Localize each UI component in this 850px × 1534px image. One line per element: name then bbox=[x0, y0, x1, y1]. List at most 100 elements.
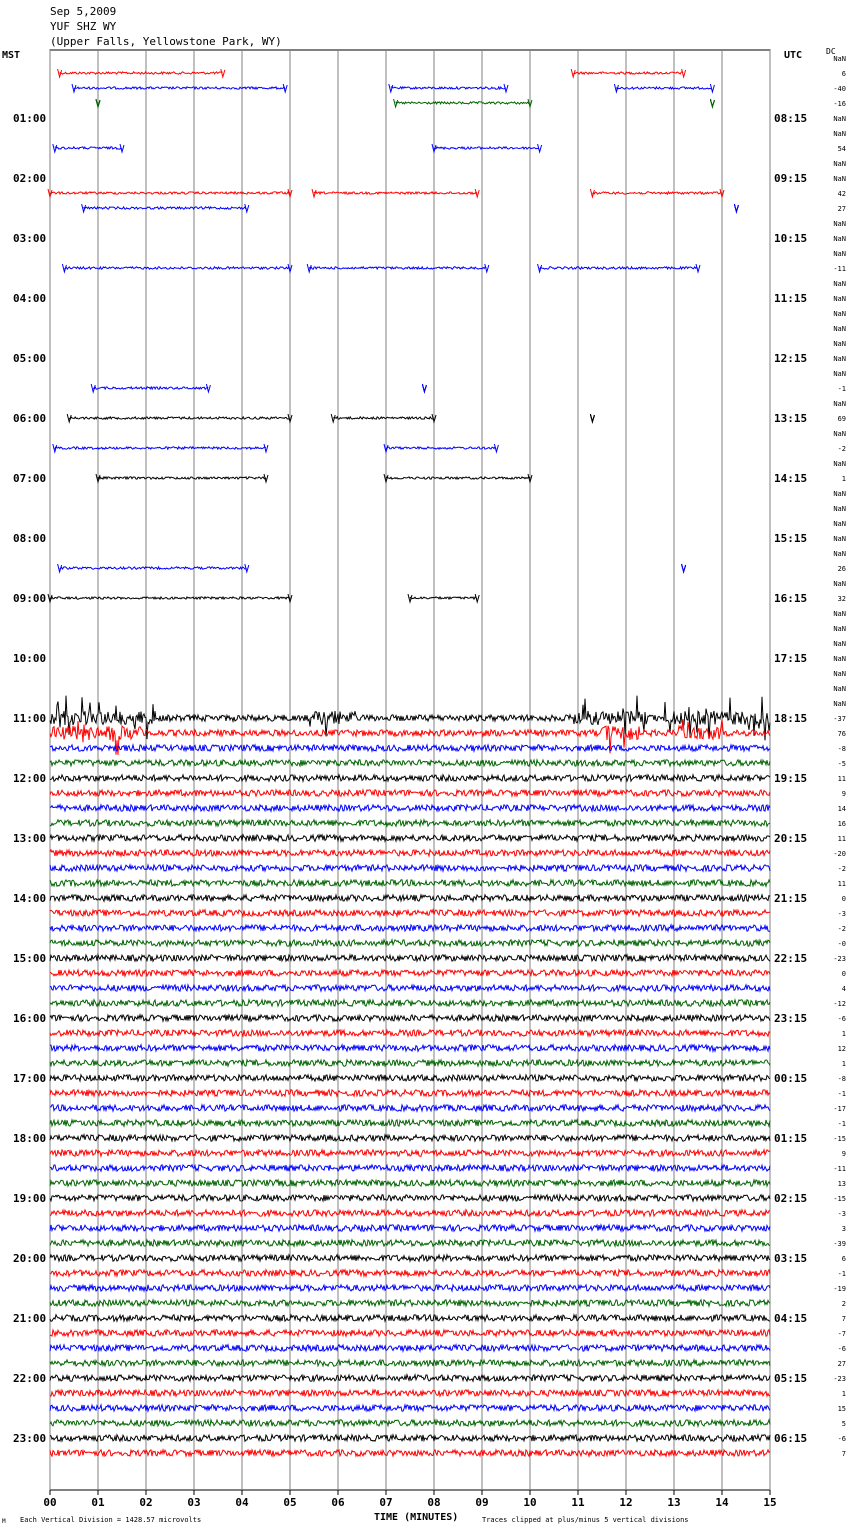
trace-row bbox=[49, 983, 771, 994]
dc-value: 15 bbox=[838, 1405, 846, 1413]
dc-value: NaN bbox=[833, 610, 846, 618]
utc-hour-label: 06:15 bbox=[774, 1432, 807, 1445]
trace-segment bbox=[333, 415, 434, 421]
dc-value: NaN bbox=[833, 235, 846, 243]
trace-spike bbox=[681, 68, 687, 79]
dc-value: NaN bbox=[833, 115, 846, 123]
dc-value: NaN bbox=[833, 370, 846, 378]
trace-row bbox=[49, 802, 771, 814]
dc-value: 5 bbox=[842, 1420, 846, 1428]
dc-value: NaN bbox=[833, 295, 846, 303]
trace-spike bbox=[311, 188, 317, 199]
mst-hour-label: 14:00 bbox=[13, 892, 46, 905]
trace-segment bbox=[573, 70, 684, 76]
dc-value: -8 bbox=[838, 1075, 846, 1083]
trace-spike bbox=[57, 563, 63, 574]
dc-value: -23 bbox=[833, 1375, 846, 1383]
mst-hour-label: 04:00 bbox=[13, 292, 46, 305]
trace-segment bbox=[59, 565, 247, 571]
mst-hour-label: 08:00 bbox=[13, 532, 46, 545]
chart-location: (Upper Falls, Yellowstone Park, WY) bbox=[50, 35, 282, 48]
trace-spike bbox=[90, 383, 96, 394]
dc-value: 2 bbox=[842, 1300, 846, 1308]
trace-row bbox=[49, 1193, 771, 1203]
scale-note: Each Vertical Division = 1428.57 microvo… bbox=[20, 1516, 202, 1524]
trace-spike bbox=[47, 188, 53, 199]
trace-row bbox=[49, 1387, 771, 1398]
trace-spike bbox=[287, 263, 293, 274]
trace-spike bbox=[57, 68, 63, 79]
trace-spike bbox=[431, 413, 437, 424]
mst-hour-label: 16:00 bbox=[13, 1012, 46, 1025]
dc-label: DC bbox=[826, 47, 836, 56]
utc-hour-label: 18:15 bbox=[774, 712, 807, 725]
x-tick-label: 13 bbox=[667, 1496, 680, 1509]
dc-value: -2 bbox=[838, 865, 846, 873]
dc-value: NaN bbox=[833, 175, 846, 183]
x-tick-label: 07 bbox=[379, 1496, 392, 1509]
trace-segment bbox=[83, 205, 247, 211]
trace-row bbox=[49, 1208, 771, 1219]
dc-value: NaN bbox=[833, 160, 846, 168]
trace-spike bbox=[61, 263, 67, 274]
mst-hour-label: 05:00 bbox=[13, 352, 46, 365]
x-tick-label: 10 bbox=[523, 1496, 536, 1509]
trace-row bbox=[49, 1073, 771, 1083]
mst-label: MST bbox=[2, 50, 21, 61]
dc-value: 4 bbox=[842, 985, 846, 993]
utc-hour-label: 05:15 bbox=[774, 1372, 807, 1385]
dc-value: 16 bbox=[838, 820, 846, 828]
trace-row bbox=[49, 773, 771, 784]
trace-spike bbox=[244, 203, 250, 214]
trace-segment bbox=[433, 145, 540, 151]
mst-hour-label: 23:00 bbox=[13, 1432, 46, 1445]
trace-row bbox=[49, 1418, 771, 1429]
trace-row bbox=[49, 848, 771, 858]
dc-value: 9 bbox=[842, 790, 846, 798]
mst-hour-label: 20:00 bbox=[13, 1252, 46, 1265]
chart-date: Sep 5,2009 bbox=[50, 5, 117, 18]
trace-spike bbox=[95, 98, 101, 109]
trace-segment bbox=[92, 385, 209, 391]
trace-row bbox=[49, 1088, 771, 1099]
trace-spike bbox=[719, 188, 725, 199]
dc-value: -0 bbox=[838, 940, 846, 948]
trace-spike bbox=[493, 443, 499, 454]
dc-value: -2 bbox=[838, 925, 846, 933]
trace-row bbox=[49, 1268, 771, 1279]
utc-hour-label: 09:15 bbox=[774, 172, 807, 185]
trace-row bbox=[49, 1447, 771, 1459]
trace-spike bbox=[205, 383, 211, 394]
trace-row bbox=[49, 863, 771, 874]
utc-hour-label: 20:15 bbox=[774, 832, 807, 845]
dc-value: NaN bbox=[833, 670, 846, 678]
trace-row bbox=[50, 1043, 771, 1054]
dc-value: 26 bbox=[838, 565, 846, 573]
x-tick-label: 09 bbox=[475, 1496, 488, 1509]
dc-value: -23 bbox=[833, 955, 846, 963]
trace-row bbox=[49, 1342, 771, 1354]
trace-segment bbox=[313, 190, 478, 196]
trace-segment bbox=[390, 85, 507, 91]
utc-hour-label: 21:15 bbox=[774, 892, 807, 905]
trace-row bbox=[49, 1028, 771, 1038]
utc-hour-label: 01:15 bbox=[774, 1132, 807, 1145]
dc-value: -6 bbox=[838, 1435, 846, 1443]
trace-row bbox=[49, 743, 771, 754]
trace-spike bbox=[431, 143, 437, 154]
trace-row bbox=[49, 1432, 771, 1443]
trace-spike bbox=[383, 473, 389, 484]
mst-hour-label: 22:00 bbox=[13, 1372, 46, 1385]
dc-value: -1 bbox=[838, 1270, 846, 1278]
dc-value: 6 bbox=[842, 70, 846, 78]
trace-spike bbox=[47, 593, 53, 604]
clip-note: Traces clipped at plus/minus 5 vertical … bbox=[482, 1516, 689, 1524]
trace-segment bbox=[385, 476, 531, 480]
x-tick-label: 02 bbox=[139, 1496, 152, 1509]
trace-row bbox=[49, 1222, 771, 1234]
mst-hour-label: 12:00 bbox=[13, 772, 46, 785]
dc-value: NaN bbox=[833, 505, 846, 513]
dc-value: NaN bbox=[833, 280, 846, 288]
dc-value: NaN bbox=[833, 250, 846, 258]
dc-value: 1 bbox=[842, 1030, 846, 1038]
